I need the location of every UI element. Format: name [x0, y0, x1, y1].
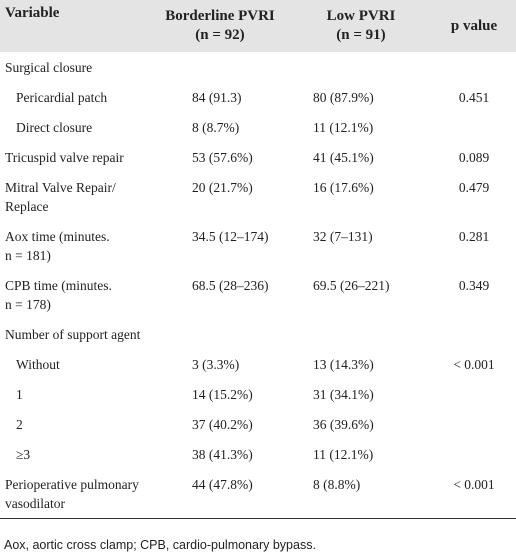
table-row: Mitral Valve Repair/ Replace 20 (21.7%) 16… [0, 172, 516, 221]
table-row: ≥3 38 (41.3%) 11 (12.1%) [0, 439, 516, 469]
cell: 38 (41.3%) [192, 446, 253, 462]
cell: 68.5 (28–236) [192, 277, 269, 293]
table-row: Without 3 (3.3%) 13 (14.3%) < 0.001 [0, 349, 516, 379]
cell: 14 (15.2%) [192, 386, 253, 402]
cell: 34.5 (12–174) [192, 228, 269, 244]
table-header: Variable Borderline PVRI (n = 92) Low PVRI (… [0, 0, 516, 52]
cell: 69.5 (26–221) [313, 277, 390, 293]
cell [290, 319, 432, 349]
cell: 80 (87.9%) [313, 89, 374, 105]
row-label: Perioperative pulmonary vasodilator [0, 469, 150, 519]
cell: 11 (12.1%) [313, 119, 374, 135]
row-label: Tricuspid valve repair [5, 149, 124, 165]
table-row: CPB time (minutes. n = 178) 68.5 (28–236)… [0, 270, 516, 319]
cell: 8 (8.7%) [192, 119, 240, 135]
cell: 36 (39.6%) [313, 416, 374, 432]
cell: 20 (21.7%) [192, 179, 253, 195]
cell: 13 (14.3%) [313, 356, 374, 372]
table-row: Perioperative pulmonary vasodilator 44 (4… [0, 469, 516, 519]
cell: 0.281 [458, 228, 490, 244]
cell: 84 (91.3) [192, 89, 242, 105]
cell: 41 (45.1%) [313, 149, 374, 165]
row-label: Surgical closure [5, 59, 93, 75]
table-row: Tricuspid valve repair 53 (57.6%) 41 (45.1… [0, 142, 516, 172]
cell [432, 319, 516, 349]
cell [150, 52, 290, 82]
footnote: Aox, aortic cross clamp; CPB, cardio-pul… [4, 538, 316, 552]
table-row: 1 14 (15.2%) 31 (34.1%) [0, 379, 516, 409]
cell: 3 (3.3%) [192, 356, 240, 372]
cell [432, 409, 516, 439]
cell: < 0.001 [432, 469, 516, 519]
cell: 0.451 [458, 89, 490, 105]
header-cell: Low PVRI (n = 91) [290, 0, 432, 52]
cell: 37 (40.2%) [192, 416, 253, 432]
cell: 11 (12.1%) [313, 446, 374, 462]
cell: 44 (47.8%) [150, 469, 290, 519]
table-body: Surgical closure Pericardial patch 84 (91.… [0, 52, 516, 519]
cell [150, 319, 290, 349]
header-line: Borderline PVRI [165, 8, 275, 24]
row-label: 2 [16, 416, 23, 432]
table-row: Surgical closure [0, 52, 516, 82]
data-table: Variable Borderline PVRI (n = 92) Low PVRI (… [0, 0, 516, 519]
cell: 0.349 [458, 277, 490, 293]
cell [432, 52, 516, 82]
header-line: Low PVRI [326, 8, 396, 24]
table-row: Aox time (minutes. n = 181) 34.5 (12–174)… [0, 221, 516, 270]
row-label: Aox time (minutes. n = 181) [5, 228, 110, 263]
table-row: Number of support agent [0, 319, 516, 349]
row-label: ≥3 [16, 446, 31, 462]
row-label: Without [16, 356, 60, 372]
cell: 16 (17.6%) [313, 179, 374, 195]
cell: 31 (34.1%) [313, 386, 374, 402]
row-label: Number of support agent [5, 326, 141, 342]
cell: 32 (7–131) [313, 228, 373, 244]
cell: 8 (8.8%) [290, 469, 432, 519]
table-row: Direct closure 8 (8.7%) 11 (12.1%) [0, 112, 516, 142]
cell: 53 (57.6%) [192, 149, 253, 165]
row-label: Mitral Valve Repair/ Replace [5, 179, 116, 214]
table-row: 2 37 (40.2%) 36 (39.6%) [0, 409, 516, 439]
cell: < 0.001 [453, 356, 495, 372]
cell: 0.479 [458, 179, 490, 195]
row-label: CPB time (minutes. n = 178) [5, 277, 112, 312]
header-cell: Variable [5, 5, 60, 21]
table-row: Pericardial patch 84 (91.3) 80 (87.9%) 0.45… [0, 82, 516, 112]
header-cell: p value [450, 17, 498, 34]
row-label: 1 [16, 386, 23, 402]
header-line: (n = 91) [336, 27, 386, 43]
row-label: Direct closure [16, 119, 93, 135]
cell [432, 112, 516, 142]
cell: 0.089 [458, 149, 490, 165]
header-row: Variable Borderline PVRI (n = 92) Low PVRI (… [0, 0, 516, 52]
cell [290, 52, 432, 82]
row-label: Pericardial patch [16, 89, 108, 105]
cell [432, 379, 516, 409]
header-line: (n = 92) [195, 27, 245, 43]
header-cell: Borderline PVRI (n = 92) [150, 0, 290, 52]
cell [432, 439, 516, 469]
